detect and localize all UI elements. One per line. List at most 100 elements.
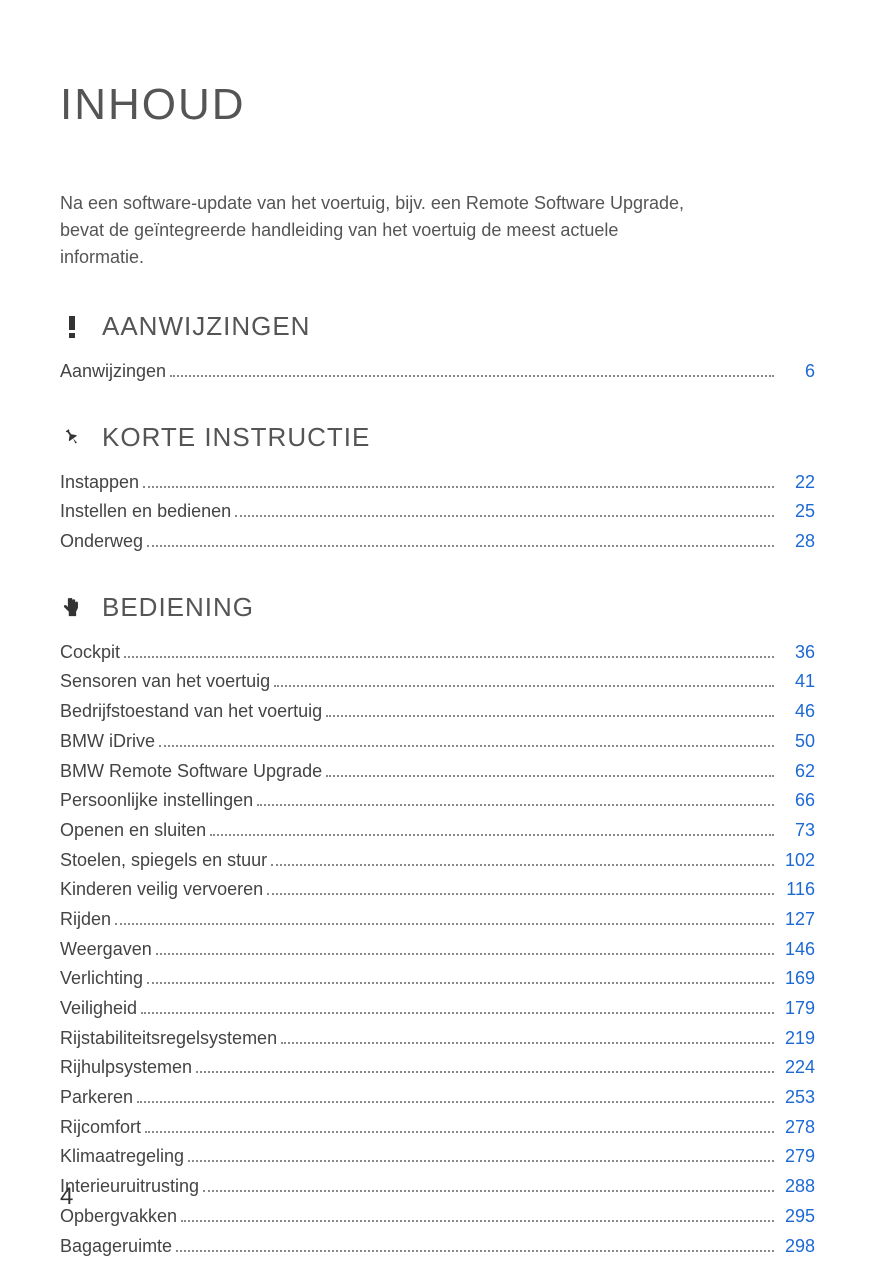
- toc-entry[interactable]: Rijden 127: [60, 905, 815, 935]
- toc-entry-label: Cockpit: [60, 638, 120, 668]
- toc-entry-page: 25: [780, 497, 815, 527]
- toc-entry-label: Verlichting: [60, 964, 143, 994]
- toc-entry[interactable]: Stoelen, spiegels en stuur 102: [60, 846, 815, 876]
- toc-section: KORTE INSTRUCTIE Instappen22Instellen en …: [60, 422, 815, 557]
- toc-dots: [147, 545, 774, 547]
- toc-entry[interactable]: Instappen22: [60, 468, 815, 498]
- toc-entry-page: 73: [780, 816, 815, 846]
- toc-entry[interactable]: Parkeren 253: [60, 1083, 815, 1113]
- toc-entry-label: Rijstabiliteitsregelsystemen: [60, 1024, 277, 1054]
- toc-entry-label: Stoelen, spiegels en stuur: [60, 846, 267, 876]
- section-title: BEDIENING: [102, 592, 254, 623]
- section-title: AANWIJZINGEN: [102, 311, 310, 342]
- toc-dots: [188, 1160, 774, 1162]
- toc-dots: [271, 864, 774, 866]
- exclaim-icon: [69, 316, 75, 338]
- toc-entry-label: Interieuruitrusting: [60, 1172, 199, 1202]
- section-header: BEDIENING: [60, 592, 815, 623]
- section-icon-wrap: [60, 425, 84, 449]
- toc-dots: [203, 1190, 774, 1192]
- toc-entry-page: 28: [780, 527, 815, 557]
- section-icon-wrap: [60, 595, 84, 619]
- toc-dots: [137, 1101, 774, 1103]
- toc-entry-page: 295: [780, 1202, 815, 1232]
- toc-entry-label: Sensoren van het voertuig: [60, 667, 270, 697]
- toc-entry[interactable]: Verlichting 169: [60, 964, 815, 994]
- toc-entry[interactable]: Rijstabiliteitsregelsystemen219: [60, 1024, 815, 1054]
- toc-dots: [159, 745, 774, 747]
- toc-entry[interactable]: Klimaatregeling279: [60, 1142, 815, 1172]
- toc-entry[interactable]: Onderweg 28: [60, 527, 815, 557]
- toc-sections: AANWIJZINGEN Aanwijzingen 6 KORTE INSTRUCTI…: [60, 311, 815, 1261]
- toc-entry-page: 102: [780, 846, 815, 876]
- toc-entry-page: 288: [780, 1172, 815, 1202]
- toc-entry[interactable]: Interieuruitrusting 288: [60, 1172, 815, 1202]
- toc-entry-label: Kinderen veilig vervoeren: [60, 875, 263, 905]
- toc-entry-label: Veiligheid: [60, 994, 137, 1024]
- pin-icon: [61, 426, 83, 448]
- toc-entry-page: 279: [780, 1142, 815, 1172]
- toc-entry-page: 36: [780, 638, 815, 668]
- page-title: INHOUD: [60, 80, 815, 130]
- toc-entry-page: 179: [780, 994, 815, 1024]
- toc-entry-label: Onderweg: [60, 527, 143, 557]
- toc-entry-label: Opbergvakken: [60, 1202, 177, 1232]
- toc-entry[interactable]: BMW iDrive50: [60, 727, 815, 757]
- toc-entry[interactable]: Opbergvakken 295: [60, 1202, 815, 1232]
- toc-dots: [147, 982, 774, 984]
- toc-entry-page: 146: [780, 935, 815, 965]
- toc-entry[interactable]: BMW Remote Software Upgrade 62: [60, 757, 815, 787]
- toc-dots: [145, 1131, 774, 1133]
- toc-entry-label: Weergaven: [60, 935, 152, 965]
- toc-entry-label: Bagageruimte: [60, 1232, 172, 1261]
- section-header: KORTE INSTRUCTIE: [60, 422, 815, 453]
- toc-dots: [115, 923, 774, 925]
- toc-entry-page: 62: [780, 757, 815, 787]
- toc-entry-label: Aanwijzingen: [60, 357, 166, 387]
- toc-entry-label: Rijcomfort: [60, 1113, 141, 1143]
- section-header: AANWIJZINGEN: [60, 311, 815, 342]
- toc-section: AANWIJZINGEN Aanwijzingen 6: [60, 311, 815, 387]
- toc-entry-page: 116: [780, 875, 815, 905]
- toc-entry[interactable]: Openen en sluiten 73: [60, 816, 815, 846]
- toc-entry[interactable]: Weergaven 146: [60, 935, 815, 965]
- toc-dots: [124, 656, 774, 658]
- toc-entry[interactable]: Rijcomfort 278: [60, 1113, 815, 1143]
- toc-dots: [326, 775, 774, 777]
- section-icon-wrap: [60, 315, 84, 339]
- toc-entry-page: 127: [780, 905, 815, 935]
- toc-entry-label: Parkeren: [60, 1083, 133, 1113]
- toc-entry-label: BMW Remote Software Upgrade: [60, 757, 322, 787]
- toc-dots: [235, 515, 774, 517]
- toc-entry[interactable]: Bagageruimte 298: [60, 1232, 815, 1261]
- toc-entry[interactable]: Kinderen veilig vervoeren 116: [60, 875, 815, 905]
- toc-entry-page: 253: [780, 1083, 815, 1113]
- toc-entry[interactable]: Cockpit 36: [60, 638, 815, 668]
- toc-entry[interactable]: Bedrijfstoestand van het voertuig46: [60, 697, 815, 727]
- toc-dots: [257, 804, 774, 806]
- toc-dots: [210, 834, 774, 836]
- toc-entry-label: Instappen: [60, 468, 139, 498]
- toc-dots: [176, 1250, 774, 1252]
- toc-entry-page: 298: [780, 1232, 815, 1261]
- toc-dots: [267, 893, 774, 895]
- toc-entry-label: Persoonlijke instellingen: [60, 786, 253, 816]
- toc-entry-page: 41: [780, 667, 815, 697]
- toc-entry[interactable]: Veiligheid 179: [60, 994, 815, 1024]
- hand-icon: [61, 596, 83, 618]
- toc-entry-page: 169: [780, 964, 815, 994]
- toc-entry-label: Rijden: [60, 905, 111, 935]
- toc-entry[interactable]: Instellen en bedienen25: [60, 497, 815, 527]
- toc-entry[interactable]: Aanwijzingen 6: [60, 357, 815, 387]
- toc-entry[interactable]: Sensoren van het voertuig 41: [60, 667, 815, 697]
- intro-paragraph: Na een software-update van het voertuig,…: [60, 190, 700, 271]
- toc-entry-page: 46: [780, 697, 815, 727]
- toc-entry-page: 66: [780, 786, 815, 816]
- toc-entry-label: Openen en sluiten: [60, 816, 206, 846]
- section-title: KORTE INSTRUCTIE: [102, 422, 370, 453]
- toc-entry-page: 6: [780, 357, 815, 387]
- toc-dots: [274, 685, 774, 687]
- toc-entry[interactable]: Persoonlijke instellingen 66: [60, 786, 815, 816]
- toc-entry[interactable]: Rijhulpsystemen224: [60, 1053, 815, 1083]
- toc-entry-page: 278: [780, 1113, 815, 1143]
